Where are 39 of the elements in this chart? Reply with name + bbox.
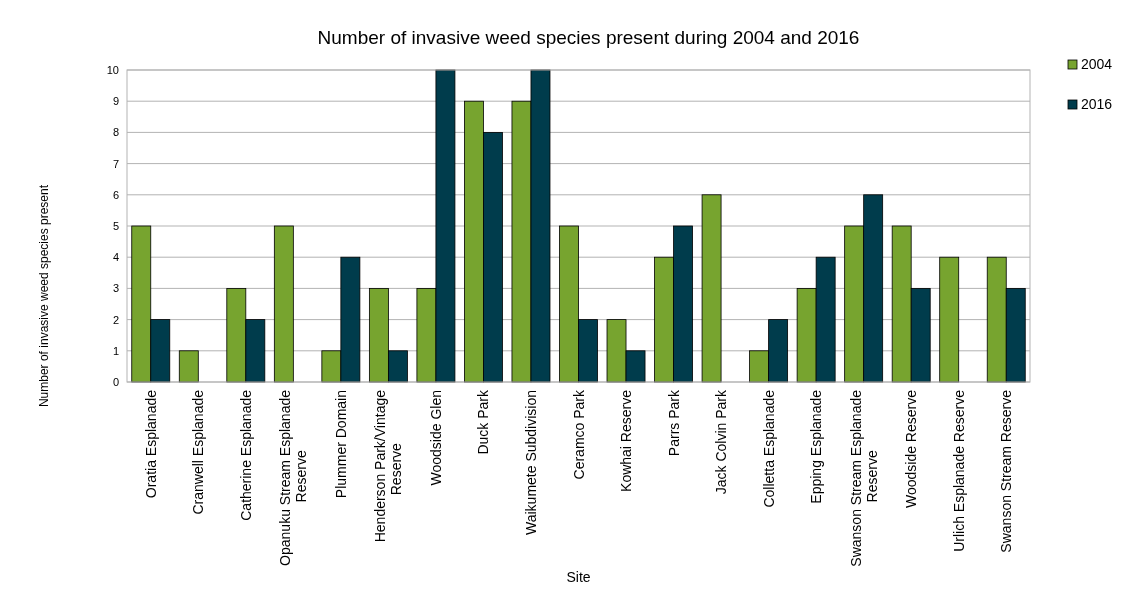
x-tick-label: Opanuku Stream Esplanade Reserve [277,389,310,566]
x-tick-label: Duck Park [475,389,492,455]
bar [701,194,722,383]
x-tick-label: Waikumete Subdivision [522,390,539,535]
legend-label: 2004 [1081,56,1113,72]
bar [939,256,960,383]
x-axis-title: Site [566,569,591,585]
y-tick-label: 8 [112,126,119,139]
y-tick-label: 5 [112,220,119,232]
x-tick-label: Kowhai Reserve [618,389,635,492]
x-tick-label: Woodside Reserve [903,389,920,509]
x-tick-label: Cranwell Esplanade [190,389,207,515]
y-tick-label: 1 [112,344,119,357]
x-tick-label: Swanson Stream Esplanade Reserve [847,389,880,567]
y-tick-label: 0 [112,376,119,388]
y-tick-label: 6 [112,188,119,201]
x-tick-label: Jack Colvin Park [713,389,730,495]
x-tick-label: Henderson Park/Vintage Reserve [372,389,405,543]
y-tick-label: 4 [112,251,119,264]
x-tick-label: Epping Esplanade [808,389,825,504]
y-tick-label: 3 [112,282,119,295]
chart-title: Number of invasive weed species present during 2004 and 2016 [317,27,860,48]
x-tick-label: Urlich Esplanade Reserve [950,389,967,552]
y-tick-label: 9 [112,95,119,108]
x-tick-label: Swanson Stream Reserve [998,389,1015,553]
x-tick-label: Ceramco Park [570,389,587,480]
y-tick-label: 10 [106,64,119,76]
x-tick-label: Parrs Park [665,389,682,457]
x-tick-label: Colletta Esplanade [760,389,777,508]
x-tick-label: Plummer Domain [332,390,349,499]
y-tick-label: 2 [112,313,119,326]
bar [273,225,294,383]
x-tick-label: Woodside Glen [427,390,444,486]
y-axis-title: Number of invasive weed species present [37,184,51,408]
x-tick-label: Oratia Esplanade [142,389,159,499]
x-tick-label: Catherine Esplanade [237,389,254,521]
legend-label: 2016 [1081,96,1113,112]
y-tick-label: 7 [112,157,119,170]
bar [178,350,199,383]
